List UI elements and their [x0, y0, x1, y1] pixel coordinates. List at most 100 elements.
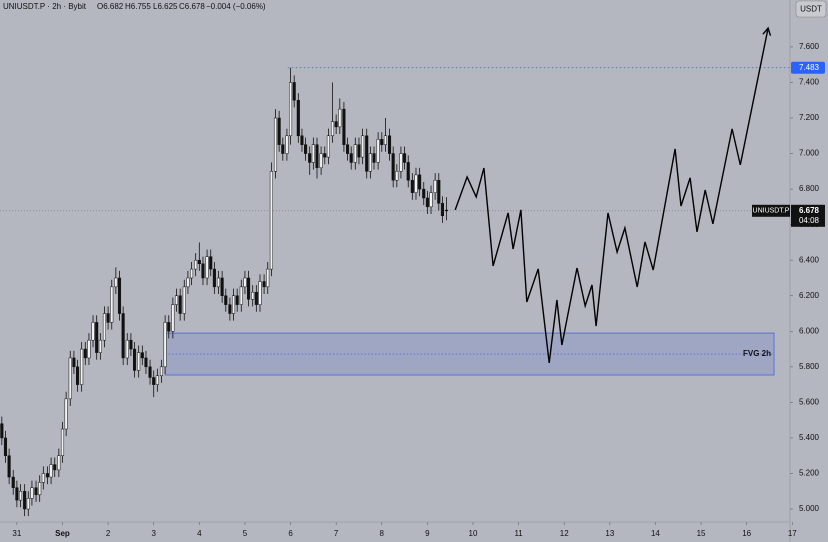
- ohlc-close: C6.678: [179, 2, 205, 11]
- candle-body: [102, 313, 107, 341]
- candle-body: [410, 179, 414, 193]
- fvg-zone: [164, 332, 775, 376]
- candle-body: [277, 117, 281, 145]
- x-tick-label: 15: [697, 529, 706, 538]
- candle-body: [64, 398, 68, 430]
- candle-body: [110, 286, 114, 323]
- candle-body: [353, 144, 357, 163]
- x-tick-label: 31: [12, 529, 21, 538]
- candle-body: [308, 153, 312, 163]
- candle-body: [98, 339, 102, 353]
- projection-path: [454, 27, 769, 363]
- y-tick-label: 6.400: [799, 255, 820, 264]
- candle-body: [91, 322, 95, 341]
- candle-body: [422, 188, 426, 199]
- candle-body: [152, 377, 156, 385]
- high-level-label: 7.483: [799, 63, 820, 72]
- candle-body: [182, 286, 186, 314]
- candle-body: [239, 286, 243, 305]
- candle-body: [23, 491, 27, 510]
- candle-body: [11, 476, 15, 488]
- candle-body: [418, 174, 422, 190]
- x-tick-label: 6: [288, 529, 293, 538]
- candle-body: [414, 174, 418, 193]
- x-tick-label: 10: [469, 529, 478, 538]
- candle-body: [296, 99, 300, 137]
- candle-body: [444, 209, 449, 212]
- candle-body: [163, 322, 167, 368]
- candle-body: [57, 455, 61, 471]
- candle-body: [365, 135, 369, 172]
- candle-body: [72, 357, 76, 368]
- price-tag: [791, 204, 825, 227]
- candle-body: [194, 259, 198, 270]
- candle-body: [3, 437, 8, 456]
- x-tick-label: 14: [651, 529, 660, 538]
- candle-body: [83, 348, 87, 359]
- candle-body: [266, 268, 270, 288]
- candle-body: [125, 339, 129, 359]
- candle-body: [273, 117, 278, 172]
- currency[interactable]: USDT: [800, 5, 822, 14]
- candle-body: [106, 313, 110, 323]
- symbol-tag: [752, 204, 790, 217]
- candle-body: [235, 295, 239, 305]
- candle-body: [38, 482, 42, 496]
- x-tick-label: 16: [742, 529, 751, 538]
- candle-body: [167, 322, 171, 332]
- candle-body: [53, 464, 57, 471]
- candle-body: [258, 281, 262, 305]
- y-tick-label: 5.000: [799, 504, 820, 513]
- candle-body: [425, 197, 429, 208]
- candle-body: [323, 153, 327, 158]
- candle-body: [41, 473, 45, 483]
- candle-body: [144, 357, 148, 368]
- x-tick-label: 3: [151, 529, 156, 538]
- candle-body: [346, 144, 350, 154]
- candle-body: [243, 277, 247, 288]
- y-tick-label: 5.200: [799, 469, 820, 478]
- candle-body: [209, 256, 213, 270]
- x-tick-label: 8: [380, 529, 385, 538]
- candle-body: [399, 153, 403, 172]
- candle-body: [403, 153, 407, 163]
- header: UNIUSDT.P · 2h · Bybit O6.682 H6.755 L6.…: [3, 2, 266, 11]
- currency-box[interactable]: [795, 0, 827, 18]
- x-tick-label: 4: [197, 529, 202, 538]
- candle-body: [140, 352, 144, 359]
- countdown-label: 04:08: [799, 216, 820, 225]
- candle-body: [18, 491, 23, 501]
- candle-body: [114, 277, 118, 288]
- y-tick-label: 5.800: [799, 362, 820, 371]
- candle-body: [159, 366, 164, 376]
- projection-arrowhead: [762, 26, 772, 36]
- candle-body: [330, 121, 335, 137]
- candle-body: [68, 357, 72, 400]
- candle-body: [383, 135, 387, 145]
- price-tag-label: 6.678: [799, 206, 820, 215]
- candle-body: [15, 487, 19, 501]
- candle-body: [190, 268, 194, 279]
- candle-body: [338, 108, 342, 128]
- candle-body: [186, 277, 190, 288]
- candle-body: [292, 82, 296, 101]
- fvg-label: FVG 2h: [743, 349, 771, 358]
- candle-body: [433, 179, 437, 193]
- y-tick-label: 7.000: [799, 149, 820, 158]
- candle-body: [80, 348, 84, 385]
- candle-body: [228, 304, 232, 314]
- ohlc-low: L6.625: [153, 2, 178, 11]
- x-tick-label: 2: [106, 529, 111, 538]
- candle-body: [387, 135, 392, 154]
- symbol-tag-label: UNIUSDT.P: [753, 208, 790, 215]
- candle-body: [212, 268, 216, 288]
- candle-body: [281, 144, 285, 154]
- ohlc-open: O6.682: [97, 2, 124, 11]
- ohlc-high: H6.755: [125, 2, 151, 11]
- candle-body: [440, 203, 444, 217]
- y-tick-label: 5.400: [799, 433, 820, 442]
- candle-body: [349, 153, 353, 163]
- x-tick-label: 17: [788, 529, 797, 538]
- x-tick-label: 5: [243, 529, 248, 538]
